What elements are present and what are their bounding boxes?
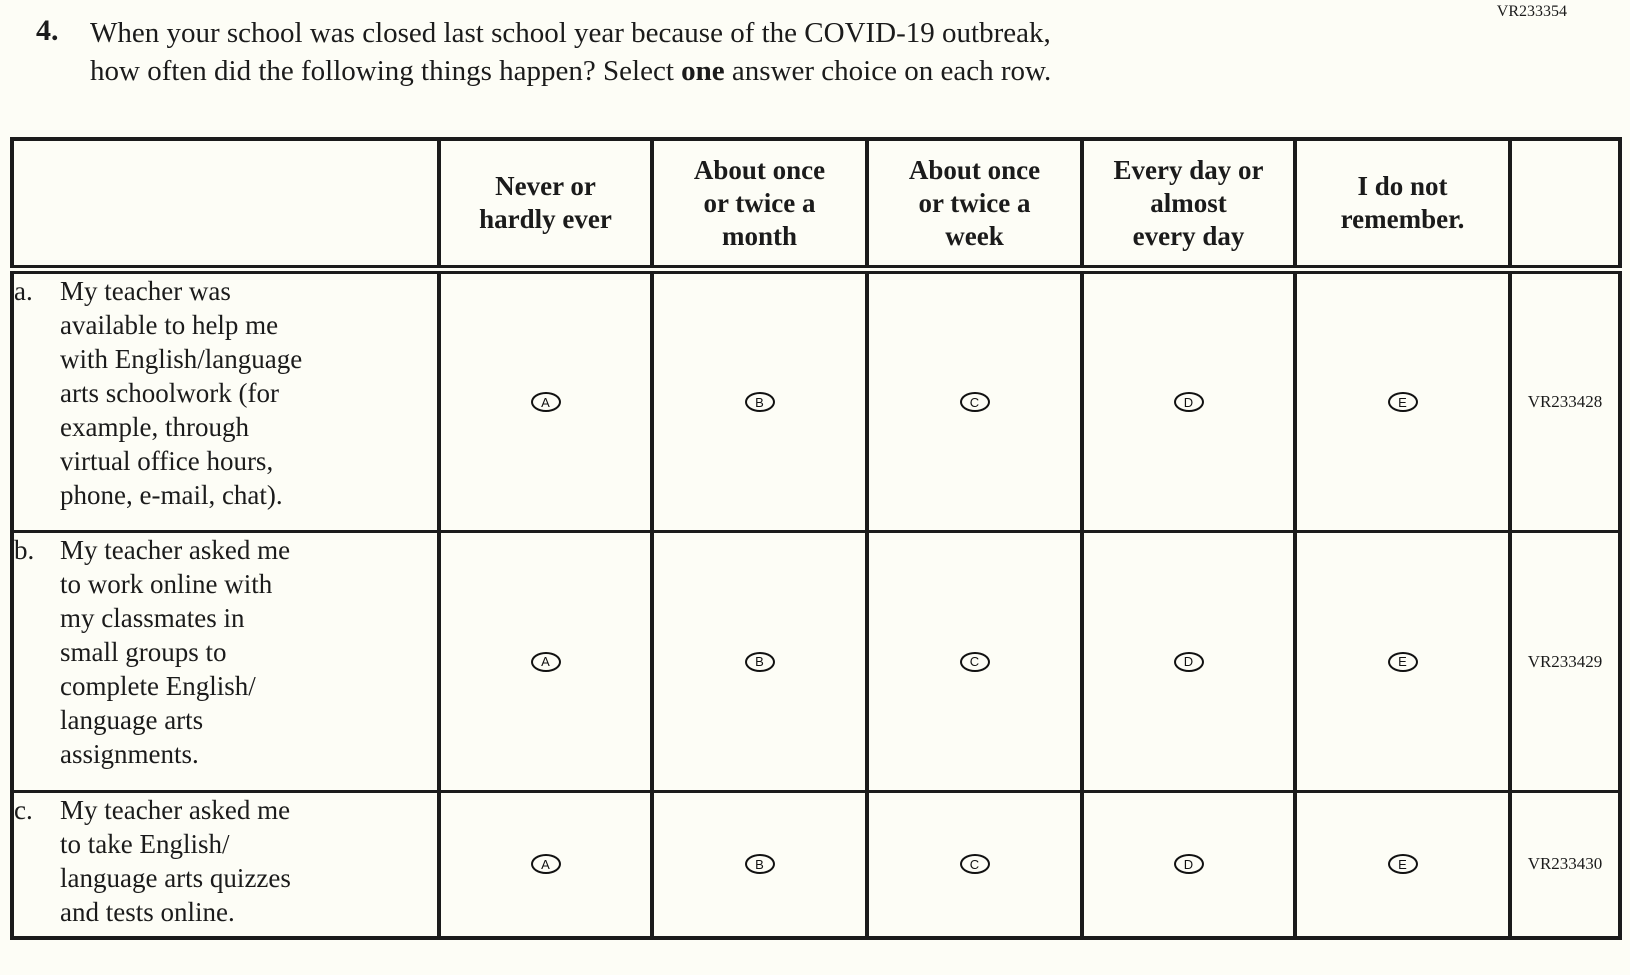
option-cell: D [1080,790,1297,939]
answer-bubble-b-E[interactable]: E [1387,651,1418,672]
answer-bubble-c-A[interactable]: A [530,854,561,875]
option-cell: E [1293,790,1512,939]
response-grid: Never or hardly ever About once or twice… [10,137,1622,940]
option-cell: A [437,268,654,533]
statement-cell-b: b. My teacher asked me to work online wi… [10,530,441,793]
bubble-letter: C [969,856,980,872]
bubble-letter: C [969,394,980,410]
option-cell: C [865,268,1084,533]
option-cell: C [865,530,1084,793]
option-cell: B [650,268,869,533]
option-cell: B [650,790,869,939]
answer-bubble-b-A[interactable]: A [530,651,561,672]
statement-cell-a: a. My teacher was available to help me w… [10,268,441,533]
bubble-letter: B [755,654,764,669]
table-row-a: a. My teacher was available to help me w… [10,268,1622,533]
option-cell: A [437,530,654,793]
answer-bubble-c-E[interactable]: E [1387,854,1418,875]
row-letter-c: c. [14,795,33,825]
answer-bubble-c-C[interactable]: C [959,854,990,875]
option-cell: A [437,790,654,939]
page-code: VR233354 [1496,3,1567,20]
bubble-letter: D [1183,856,1194,872]
option-cell: C [865,790,1084,939]
bubble-letter: D [1183,394,1194,410]
header-code-blank [1508,137,1622,274]
answer-bubble-a-B[interactable]: B [744,392,775,412]
answer-bubble-a-A[interactable]: A [530,392,561,412]
answer-bubble-a-E[interactable]: E [1387,392,1418,412]
bubble-letter: A [541,856,550,872]
statement-text-c: My teacher asked me to take English/ lan… [60,795,291,927]
bubble-letter: A [541,394,550,410]
bubble-letter: D [1183,654,1194,669]
header-statement-blank [10,137,441,274]
row-letter-b: b. [14,535,35,565]
bubble-letter: B [755,394,764,410]
question-number: 4. [36,14,59,47]
answer-bubble-a-C[interactable]: C [959,392,990,412]
header-never-or-hardly-ever: Never or hardly ever [437,137,654,274]
option-cell: D [1080,530,1297,793]
question-line2-post: answer choice on each row. [724,55,1052,87]
option-cell: B [650,530,869,793]
answer-bubble-b-C[interactable]: C [959,651,990,672]
bubble-letter: E [1398,856,1407,872]
header-every-day: Every day or almost every day [1080,137,1297,274]
row-code-a: VR233428 [1508,268,1622,533]
bubble-letter: E [1398,654,1407,669]
question-text: When your school was closed last school … [90,14,1051,90]
statement-text-a: My teacher was available to help me with… [60,276,303,510]
option-cell: E [1293,268,1512,533]
bubble-letter: C [969,654,980,669]
answer-bubble-c-D[interactable]: D [1173,854,1204,875]
answer-bubble-b-D[interactable]: D [1173,651,1204,672]
question-block: 4. When your school was closed last scho… [36,14,1366,90]
row-code-c: VR233430 [1508,790,1622,939]
question-line2-bold: one [681,55,725,87]
statement-cell-c: c. My teacher asked me to take English/ … [10,790,441,939]
header-row: Never or hardly ever About once or twice… [10,137,1622,274]
question-line1: When your school was closed last school … [90,17,1051,49]
header-once-twice-week: About once or twice a week [865,137,1084,274]
statement-text-b: My teacher asked me to work online with … [60,535,291,769]
row-code-b: VR233429 [1508,530,1622,793]
table-row-b: b. My teacher asked me to work online wi… [10,530,1622,793]
bubble-letter: B [755,856,764,872]
row-letter-a: a. [14,276,33,306]
table-row-c: c. My teacher asked me to take English/ … [10,790,1622,939]
option-cell: D [1080,268,1297,533]
answer-bubble-a-D[interactable]: D [1173,392,1204,412]
answer-bubble-b-B[interactable]: B [744,651,775,672]
option-cell: E [1293,530,1512,793]
header-do-not-remember: I do not remember. [1293,137,1512,274]
question-line2-pre: how often did the following things happe… [90,55,682,87]
bubble-letter: E [1398,394,1407,410]
answer-bubble-c-B[interactable]: B [744,854,775,875]
bubble-letter: A [541,654,550,669]
header-once-twice-month: About once or twice a month [650,137,869,274]
